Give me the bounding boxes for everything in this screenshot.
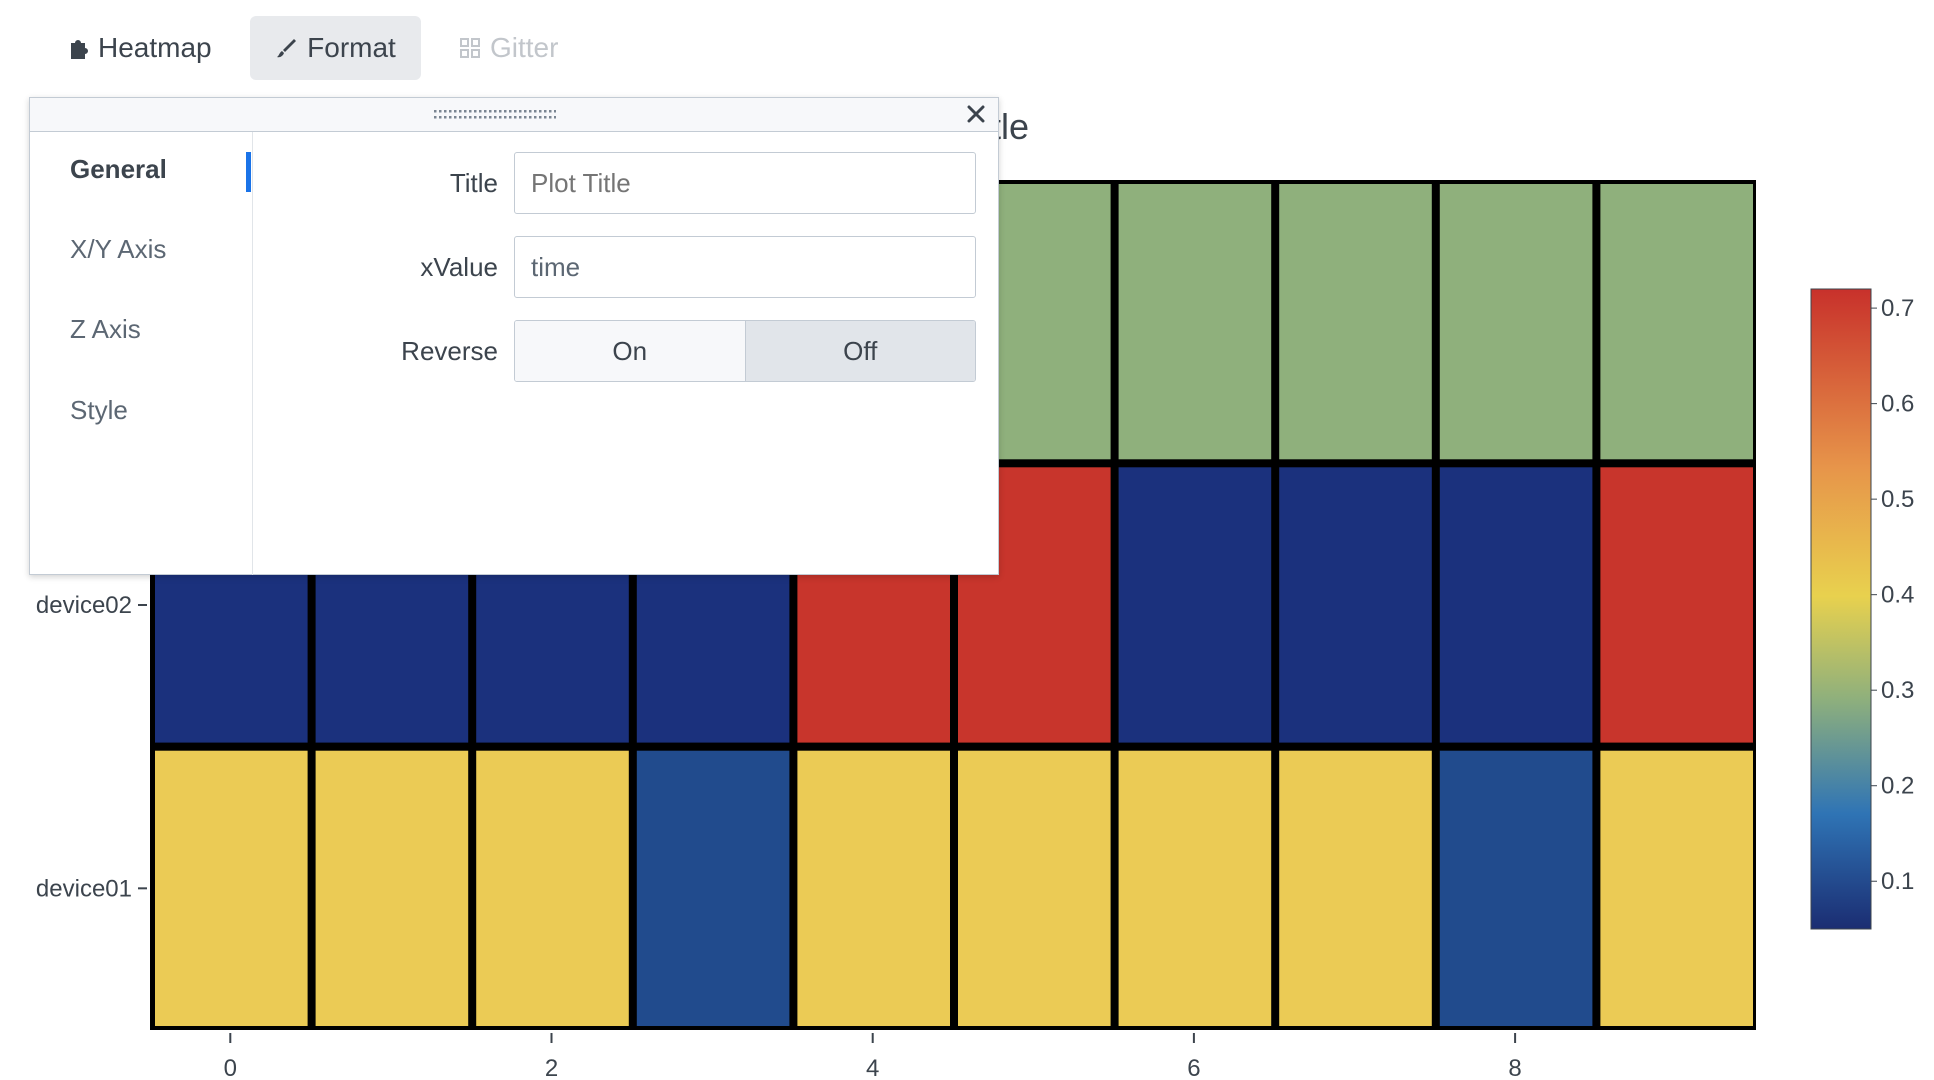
heatmap-cell <box>1600 184 1753 460</box>
tab-format[interactable]: Format <box>250 16 421 80</box>
colorbar-tick-label: 0.1 <box>1881 868 1914 895</box>
heatmap-cell <box>1279 467 1432 743</box>
heatmap-cell <box>1439 184 1593 460</box>
heatmap-cell <box>1279 750 1432 1026</box>
xvalue-input[interactable] <box>514 236 976 298</box>
heatmap-cell <box>476 750 629 1026</box>
grid-icon <box>460 38 480 58</box>
heatmap-cell <box>797 750 950 1026</box>
x-tick-label: 2 <box>545 1055 558 1080</box>
colorbar-tick-label: 0.3 <box>1881 677 1914 704</box>
heatmap-cell <box>1600 750 1753 1026</box>
nav-item-style[interactable]: Style <box>70 395 128 425</box>
heatmap-cell <box>958 750 1111 1026</box>
reverse-on-button[interactable]: On <box>515 321 746 381</box>
heatmap-cell <box>155 750 308 1026</box>
y-tick-label: device02 <box>36 592 132 619</box>
x-tick-label: 0 <box>224 1055 237 1080</box>
x-tick-label: 4 <box>866 1055 879 1080</box>
format-dialog: General X/Y Axis Z Axis Style Title xVal… <box>29 97 999 575</box>
colorbar-tick-label: 0.2 <box>1881 773 1914 800</box>
nav-item-xy-axis[interactable]: X/Y Axis <box>70 234 167 264</box>
colorbar-tick-label: 0.4 <box>1881 582 1914 609</box>
heatmap-cell <box>1279 184 1432 460</box>
heatmap-cell <box>636 750 790 1026</box>
puzzle-icon <box>71 40 88 59</box>
dialog-nav: General X/Y Axis Z Axis Style <box>30 132 253 575</box>
drag-handle-icon[interactable] <box>432 108 556 122</box>
colorbar-tick-label: 0.5 <box>1881 486 1914 513</box>
nav-selected-indicator <box>246 152 251 192</box>
reverse-toggle: On Off <box>514 320 976 382</box>
y-tick-label: device01 <box>36 875 132 902</box>
nav-item-general[interactable]: General <box>70 154 167 184</box>
xvalue-label: xValue <box>420 252 498 282</box>
reverse-off-button[interactable]: Off <box>745 321 975 381</box>
tab-heatmap-label: Heatmap <box>98 32 212 63</box>
tab-format-label: Format <box>307 32 396 63</box>
title-input[interactable] <box>514 152 976 214</box>
tab-gitter-label: Gitter <box>490 32 559 63</box>
toolbar: Heatmap Format Gitter <box>0 0 1934 80</box>
heatmap-cell <box>1439 467 1593 743</box>
heatmap-cell <box>1118 467 1272 743</box>
heatmap-cell <box>1118 750 1272 1026</box>
close-button[interactable] <box>960 98 992 130</box>
close-icon <box>967 105 985 123</box>
colorbar-tick-label: 0.7 <box>1881 295 1914 322</box>
tab-heatmap[interactable]: Heatmap <box>48 16 232 80</box>
heatmap-cell <box>1118 184 1272 460</box>
paintbrush-icon <box>277 39 297 58</box>
dialog-header[interactable] <box>30 98 998 132</box>
heatmap-cell <box>1600 467 1753 743</box>
x-tick-label: 6 <box>1187 1055 1200 1080</box>
title-label: Title <box>449 168 498 198</box>
tab-gitter[interactable]: Gitter <box>440 16 578 80</box>
heatmap-cell <box>315 750 469 1026</box>
reverse-label: Reverse <box>401 336 498 366</box>
colorbar-tick-label: 0.6 <box>1881 391 1914 418</box>
x-tick-label: 8 <box>1508 1055 1521 1080</box>
heatmap-cell <box>1439 750 1593 1026</box>
colorbar <box>1810 288 1872 930</box>
nav-item-z-axis[interactable]: Z Axis <box>70 314 141 344</box>
